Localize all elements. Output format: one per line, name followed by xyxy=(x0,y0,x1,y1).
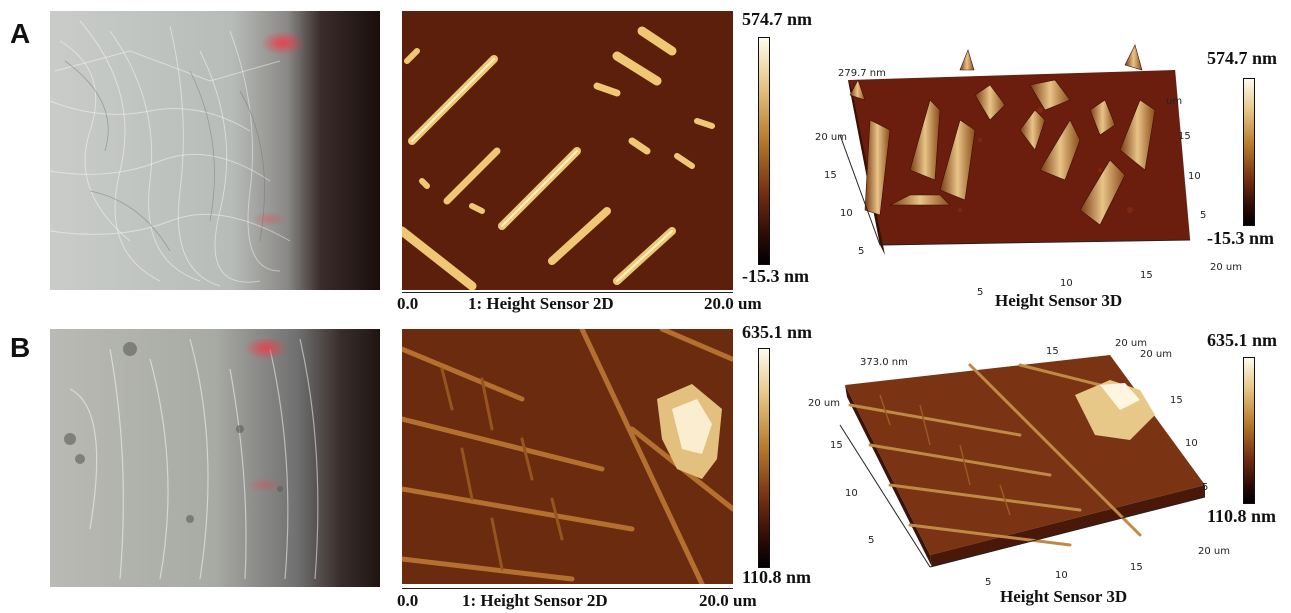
plot3d-b-bottom-tick-4: 20 um xyxy=(1198,546,1230,557)
plot3d-a-bottom-tick-2: 10 xyxy=(1060,278,1073,289)
colorbar-3d-a-max: 574.7 nm xyxy=(1207,48,1278,68)
plot3d-b-zlabel: 373.0 nm xyxy=(860,357,908,368)
panel-label-b: B xyxy=(10,332,31,363)
axis-2d-b-caption: 1: Height Sensor 2D xyxy=(462,591,608,610)
axis-2d-a-caption: 1: Height Sensor 2D xyxy=(468,294,614,313)
colorbar-2d-b xyxy=(758,348,770,568)
plot3d-a-bottom-tick-1: 5 xyxy=(977,287,984,298)
plot3d-b-top-tick-2: 20 um xyxy=(1115,338,1147,349)
plot3d-a-right-tick-2: 15 xyxy=(1178,131,1191,142)
plot3d-b-bottom-tick-2: 10 xyxy=(1055,570,1068,581)
colorbar-3d-b-min: 110.8 nm xyxy=(1207,506,1277,526)
plot3d-a-caption: Height Sensor 3D xyxy=(995,291,1123,310)
afm-height-2d-a xyxy=(402,11,733,290)
plot3d-a-bottom-tick-3: 15 xyxy=(1140,270,1153,281)
plot3d-a-right-tick-1: um xyxy=(1166,96,1183,107)
colorbar-2d-a-max: 574.7 nm xyxy=(742,9,813,29)
plot3d-b-left-tick-2: 15 xyxy=(830,440,843,451)
plot3d-b-right-tick-1: 15 xyxy=(1170,395,1183,406)
plot3d-b-top-tick-1: 15 xyxy=(1046,346,1059,357)
axis-2d-a-start: 0.0 xyxy=(397,294,419,313)
plot3d-a-left-tick-4: 5 xyxy=(858,246,865,257)
colorbar-2d-a xyxy=(758,37,770,265)
afm-height-3d-a xyxy=(780,40,1220,300)
plot3d-b-right-tick-3: 5 xyxy=(1202,482,1209,493)
colorbar-3d-a xyxy=(1243,78,1255,226)
colorbar-2d-b-min: 110.8 nm xyxy=(742,567,812,587)
optical-micrograph-b xyxy=(50,329,380,587)
plot3d-b-right-tick-2: 10 xyxy=(1185,438,1198,449)
plot3d-b-bottom-tick-3: 15 xyxy=(1130,562,1143,573)
plot3d-a-right-tick-3: 10 xyxy=(1188,171,1201,182)
plot3d-b-top-tick-3: 20 um xyxy=(1140,349,1172,360)
afm-height-2d-b xyxy=(402,329,733,584)
plot3d-b-bottom-tick-1: 5 xyxy=(985,577,992,588)
colorbar-3d-b-max: 635.1 nm xyxy=(1207,330,1278,350)
colorbar-2d-b-max: 635.1 nm xyxy=(742,322,813,342)
colorbar-3d-b xyxy=(1243,357,1255,504)
plot3d-a-bottom-tick-4: 20 um xyxy=(1210,262,1242,273)
panel-label-a: A xyxy=(10,18,31,49)
plot3d-a-left-tick-2: 15 xyxy=(824,170,837,181)
axis-line-2d-b xyxy=(402,588,733,589)
plot3d-b-left-tick-1: 20 um xyxy=(808,398,840,409)
plot3d-a-left-tick-3: 10 xyxy=(840,208,853,219)
axis-2d-a-end: 20.0 um xyxy=(704,294,762,313)
axis-2d-b-start: 0.0 xyxy=(397,591,419,610)
plot3d-a-left-tick-1: 20 um xyxy=(815,132,847,143)
plot3d-a-zlabel: 279.7 nm xyxy=(838,68,886,79)
colorbar-3d-a-min: -15.3 nm xyxy=(1207,228,1274,248)
plot3d-b-left-tick-4: 5 xyxy=(868,535,875,546)
afm-height-3d-b xyxy=(820,345,1210,590)
plot3d-b-caption: Height Sensor 3D xyxy=(1000,587,1128,606)
plot3d-a-right-tick-4: 5 xyxy=(1200,210,1207,221)
plot3d-b-left-tick-3: 10 xyxy=(845,488,858,499)
optical-micrograph-a xyxy=(50,11,380,290)
colorbar-2d-a-min: -15.3 nm xyxy=(742,266,809,286)
axis-line-2d-a xyxy=(402,292,733,293)
axis-2d-b-end: 20.0 um xyxy=(699,591,757,610)
